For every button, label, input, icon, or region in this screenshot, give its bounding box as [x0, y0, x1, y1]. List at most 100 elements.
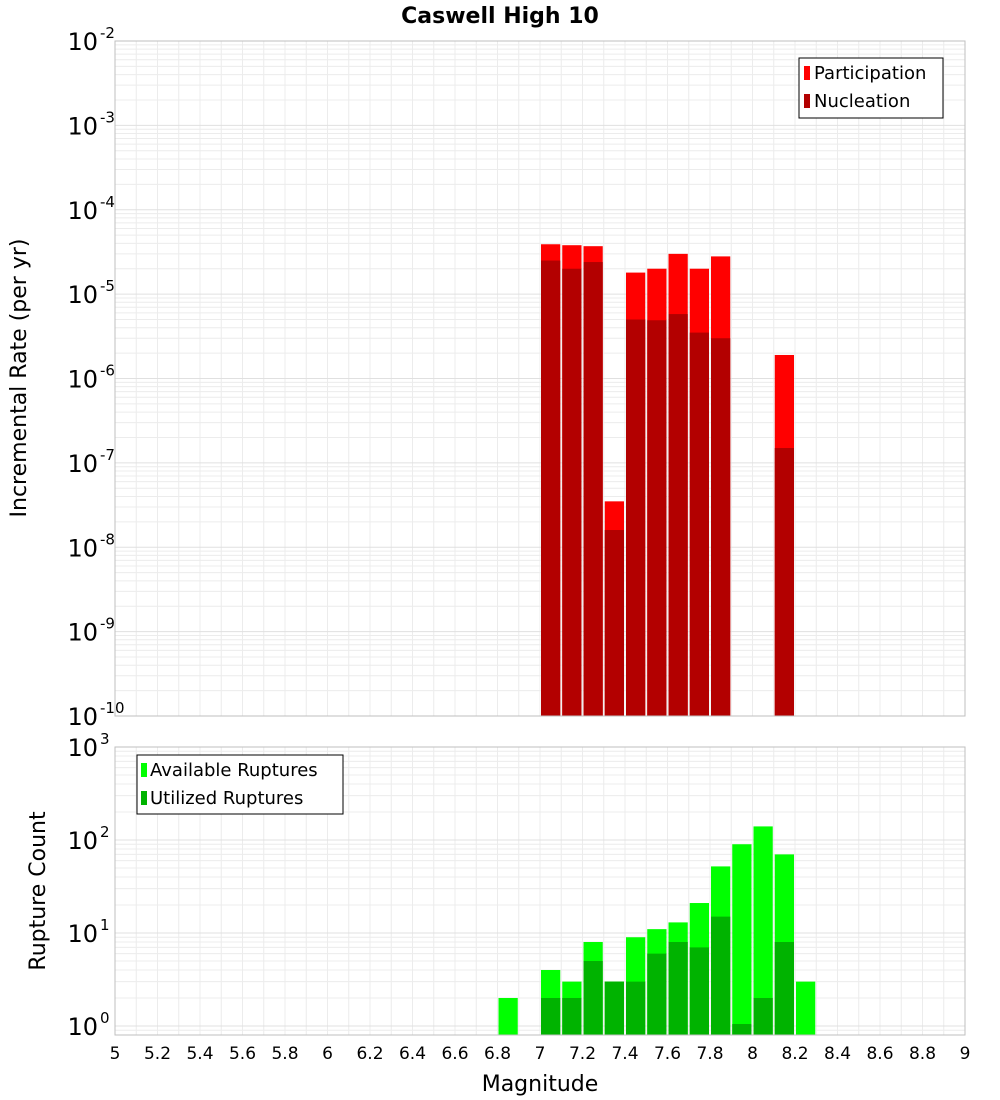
bar-available-ruptures	[796, 981, 816, 1035]
y-tick-exponent: 1	[100, 916, 110, 934]
y-tick-label: 10	[67, 734, 98, 762]
y-tick-exponent: -9	[100, 615, 115, 633]
bottom-bars	[498, 826, 816, 1035]
y-tick-label: 10	[67, 827, 98, 855]
bar-utilized-ruptures	[626, 981, 646, 1035]
bottom-legend: Available Ruptures Utilized Ruptures	[136, 754, 344, 815]
y-tick-label: 10	[67, 703, 98, 731]
bar-available-ruptures	[498, 997, 518, 1035]
x-tick-label: 5	[110, 1044, 121, 1064]
x-tick-label: 7.2	[569, 1044, 596, 1064]
y-tick-exponent: 3	[100, 730, 110, 748]
bar-nucleation	[689, 332, 709, 716]
chart-title: Caswell High 10	[401, 4, 599, 29]
y-tick-exponent: -8	[100, 530, 115, 548]
legend-label-nucleation: Nucleation	[814, 91, 910, 112]
bar-nucleation	[541, 260, 561, 716]
x-ticks: 5 5.2 5.4 5.6 5.8 6 6.2 6.4 6.6 6.8 7 7.2 7.4 7.6 7.8 8…	[110, 1044, 971, 1064]
bar-nucleation	[583, 262, 603, 716]
y-tick-exponent: -6	[100, 362, 115, 380]
x-tick-label: 7	[535, 1044, 546, 1064]
y-tick-label: 10	[67, 197, 98, 225]
y-tick-label: 10	[67, 534, 98, 562]
y-tick-exponent: 0	[100, 1009, 110, 1027]
y-tick-exponent: -2	[100, 24, 115, 42]
top-legend-box	[798, 57, 944, 119]
bar-nucleation	[604, 530, 624, 716]
bottom-y-axis-label: Rupture Count	[26, 811, 51, 971]
x-tick-label: 8.8	[909, 1044, 936, 1064]
x-tick-label: 7.8	[696, 1044, 723, 1064]
legend-label-participation: Participation	[814, 63, 926, 84]
legend-label-utilized-ruptures: Utilized Ruptures	[150, 788, 303, 809]
x-tick-label: 6.8	[484, 1044, 511, 1064]
y-tick-label: 10	[67, 112, 98, 140]
bar-utilized-ruptures	[689, 947, 709, 1035]
legend-swatch-nucleation	[804, 94, 810, 108]
bar-nucleation	[626, 319, 646, 716]
top-legend: Participation Nucleation	[798, 57, 944, 119]
bar-utilized-ruptures	[562, 997, 582, 1035]
top-plot-border	[114, 40, 966, 717]
x-tick-label: 5.4	[186, 1044, 213, 1064]
legend-swatch-participation	[804, 66, 810, 80]
bar-utilized-ruptures	[647, 953, 667, 1035]
x-tick-label: 7.6	[654, 1044, 681, 1064]
bar-utilized-ruptures	[541, 997, 561, 1035]
x-tick-label: 6.4	[399, 1044, 426, 1064]
legend-swatch-utilized-ruptures	[141, 791, 147, 805]
bar-nucleation	[647, 320, 667, 716]
x-tick-label: 5.8	[271, 1044, 298, 1064]
x-tick-label: 6.2	[356, 1044, 383, 1064]
y-tick-label: 10	[67, 1013, 98, 1041]
x-tick-label: 8.4	[824, 1044, 851, 1064]
x-tick-label: 7.4	[611, 1044, 638, 1064]
bar-utilized-ruptures	[604, 981, 624, 1035]
bar-nucleation	[668, 314, 688, 716]
y-tick-label: 10	[67, 920, 98, 948]
y-tick-exponent: -10	[100, 699, 125, 717]
bar-utilized-ruptures	[732, 1024, 752, 1035]
y-tick-label: 10	[67, 366, 98, 394]
bar-utilized-ruptures	[711, 916, 731, 1035]
bar-nucleation	[562, 268, 582, 716]
y-tick-label: 10	[67, 28, 98, 56]
legend-swatch-available-ruptures	[141, 763, 147, 777]
bottom-legend-box	[136, 754, 344, 815]
bar-utilized-ruptures	[583, 960, 603, 1035]
bottom-plot-border	[114, 746, 966, 1036]
y-tick-label: 10	[67, 619, 98, 647]
top-grid	[114, 40, 966, 717]
x-tick-label: 6.6	[441, 1044, 468, 1064]
x-tick-label: 5.6	[229, 1044, 256, 1064]
x-tick-label: 8.6	[866, 1044, 893, 1064]
bar-nucleation	[774, 448, 794, 716]
x-tick-label: 8	[747, 1044, 758, 1064]
x-tick-label: 8.2	[781, 1044, 808, 1064]
bar-available-ruptures	[753, 826, 773, 1035]
bar-utilized-ruptures	[753, 997, 773, 1035]
x-axis-label: Magnitude	[482, 1072, 599, 1097]
x-tick-label: 6	[322, 1044, 333, 1064]
top-y-axis-label: Incremental Rate (per yr)	[7, 239, 32, 518]
y-tick-exponent: -7	[100, 446, 115, 464]
top-bars	[541, 244, 794, 717]
bar-available-ruptures	[732, 844, 752, 1035]
x-tick-label: 5.2	[144, 1044, 171, 1064]
y-tick-exponent: -4	[100, 193, 115, 211]
bar-nucleation	[711, 338, 731, 716]
x-tick-label: 9	[960, 1044, 971, 1064]
y-tick-exponent: 2	[100, 823, 110, 841]
y-tick-exponent: -3	[100, 108, 115, 126]
y-tick-exponent: -5	[100, 277, 115, 295]
bar-utilized-ruptures	[668, 942, 688, 1035]
y-tick-label: 10	[67, 281, 98, 309]
bar-utilized-ruptures	[774, 942, 794, 1035]
legend-label-available-ruptures: Available Ruptures	[150, 760, 318, 781]
y-tick-label: 10	[67, 450, 98, 478]
